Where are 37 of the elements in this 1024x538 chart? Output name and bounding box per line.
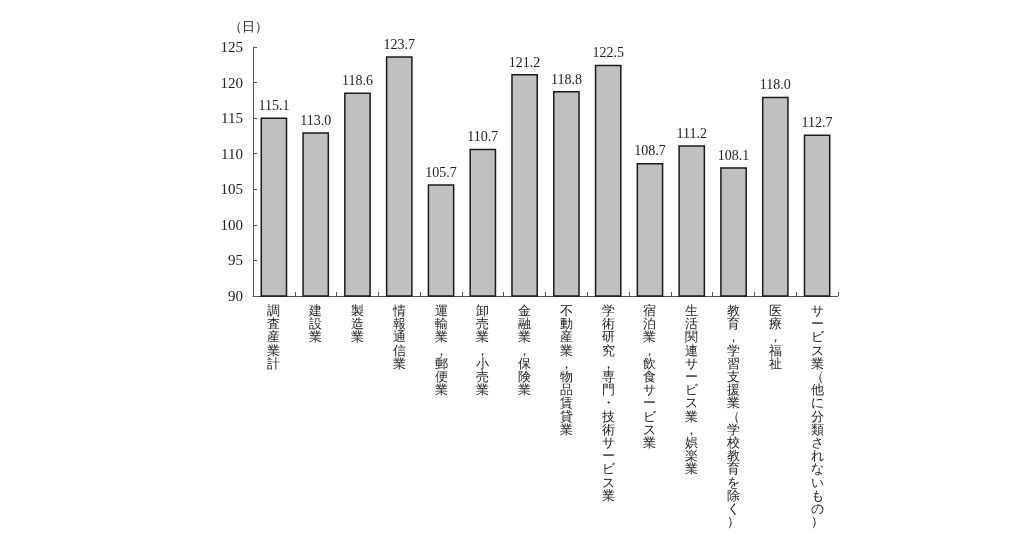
data-label: 112.7: [801, 115, 833, 131]
data-label: 111.2: [676, 125, 707, 141]
category-label: 宿泊業，飲食サービス業: [643, 303, 657, 451]
x-tick-label: 建設業: [308, 303, 323, 345]
y-tick-label: 115: [221, 110, 243, 127]
data-label: 110.7: [467, 129, 499, 145]
data-label: 105.7: [425, 164, 457, 180]
category-label: 教育，学習支援業（学校教育を除く）: [727, 303, 741, 530]
category-label: サービス業（他に分類されないもの）: [810, 303, 824, 530]
y-tick-label: 125: [220, 39, 243, 55]
category-label: 生活関連サービス業，娯楽業: [685, 303, 699, 477]
y-tick-label: 120: [220, 74, 243, 91]
y-tick-label: 105: [220, 181, 243, 198]
x-tick-label: 運輸業，郵便業: [434, 303, 449, 398]
y-axis-title: （日）: [228, 19, 268, 34]
data-label: 108.1: [717, 147, 750, 163]
x-tick-label: 卸売業，小売業: [475, 303, 490, 398]
y-tick-label: 90: [228, 288, 243, 304]
data-label: 123.7: [383, 36, 415, 52]
x-tick-label: 製造業: [350, 303, 365, 345]
data-label: 118.8: [550, 71, 582, 87]
x-tick-label: 調査産業計: [266, 303, 281, 371]
y-tick-label: 110: [221, 145, 243, 162]
y-tick-label: 95: [228, 252, 243, 269]
category-label: 学術研究，専門・技術サービス業: [601, 303, 615, 503]
y-tick-label: 100: [220, 216, 243, 233]
x-tick-label: 情報通信業: [392, 303, 407, 371]
data-label: 121.2: [508, 54, 541, 70]
data-label: 115.1: [258, 97, 290, 113]
x-tick-label: 金融業，保険業: [517, 303, 532, 398]
data-label: 113.0: [300, 112, 332, 128]
data-label: 118.6: [341, 73, 373, 89]
data-label: 118.0: [759, 77, 791, 93]
data-label: 108.7: [634, 143, 666, 159]
data-label: 122.5: [592, 45, 624, 61]
x-tick-label: 医療，福祉: [768, 303, 783, 371]
category-label: 不動産業，物品賃貸業: [559, 303, 573, 437]
